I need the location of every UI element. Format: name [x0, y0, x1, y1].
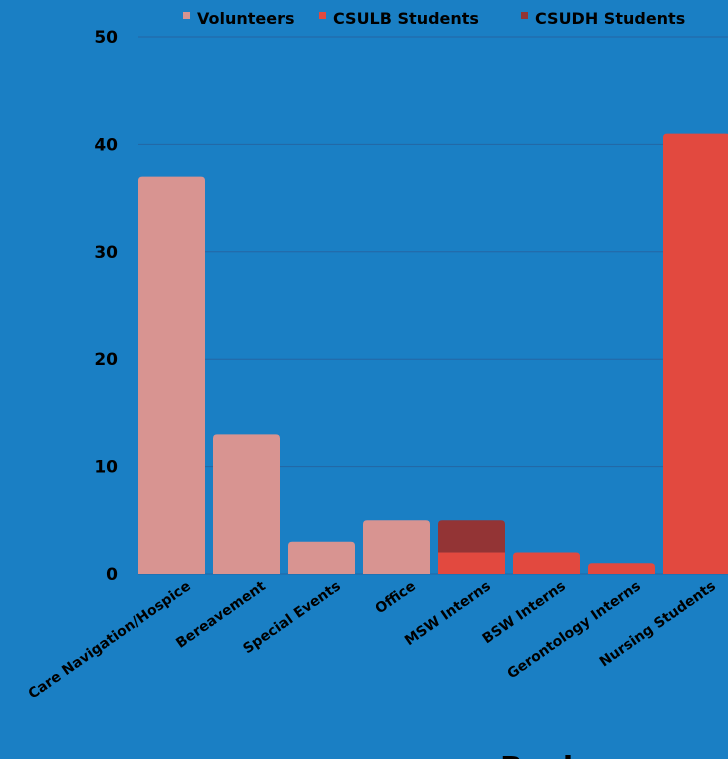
y-tick-label: 30 — [94, 243, 118, 263]
bar-volunteers-2 — [288, 541, 355, 574]
y-tick-label: 10 — [94, 458, 118, 478]
y-tick-label: 20 — [94, 350, 118, 370]
bar-volunteers-3 — [363, 520, 430, 574]
y-tick-label: 40 — [94, 135, 118, 155]
legend-swatch — [319, 12, 326, 19]
y-tick-label: 50 — [94, 28, 118, 48]
legend-label: CSULB Students — [333, 9, 479, 28]
legend-swatch — [521, 12, 528, 19]
bar-csudh-students-4 — [438, 520, 505, 553]
x-axis-ticks: Care Navigation/HospiceBereavementSpecia… — [26, 578, 719, 703]
x-tick-label: Gerontology Interns — [505, 578, 644, 682]
bar-csulb-students-6 — [588, 563, 655, 574]
legend-label: CSUDH Students — [535, 9, 685, 28]
bar-csulb-students-7 — [663, 133, 728, 574]
x-tick-label: Care Navigation/Hospice — [26, 578, 194, 702]
y-tick-label: 0 — [106, 565, 118, 585]
bar-csulb-students-5 — [513, 552, 580, 574]
bar-volunteers-0 — [138, 176, 205, 574]
legend-label: Volunteers — [197, 9, 295, 28]
bar-volunteers-1 — [213, 434, 280, 574]
bars — [138, 133, 728, 574]
y-axis-ticks: 0 10 20 30 40 50 — [94, 28, 118, 585]
legend: Volunteers CSULB Students CSUDH Students — [183, 9, 685, 28]
bar-csulb-students-4 — [438, 552, 505, 574]
footer-text: Boxler — [500, 751, 608, 759]
legend-swatch — [183, 12, 190, 19]
x-tick-label: Office — [372, 578, 418, 617]
